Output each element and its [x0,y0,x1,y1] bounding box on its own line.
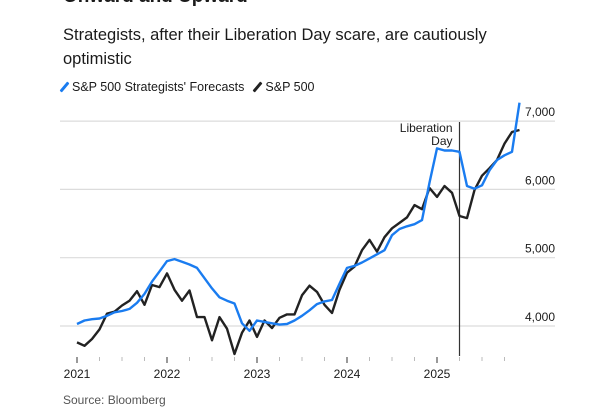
y-tick-label: 4,000 [525,310,555,324]
y-tick-label: 5,000 [525,242,555,256]
forecast-line [77,103,520,331]
annotation-label-line1: Liberation [400,121,453,135]
sp500-line [77,130,520,354]
y-tick-label: 7,000 [525,105,555,119]
x-tick-label: 2022 [154,367,181,381]
x-tick-label: 2023 [244,367,271,381]
x-tick-label: 2024 [334,367,361,381]
y-tick-label: 6,000 [525,173,555,187]
annotation-label-line2: Day [431,134,452,148]
x-tick-label: 2021 [64,367,91,381]
x-tick-label: 2025 [424,367,451,381]
source-note: Source: Bloomberg [63,393,166,407]
